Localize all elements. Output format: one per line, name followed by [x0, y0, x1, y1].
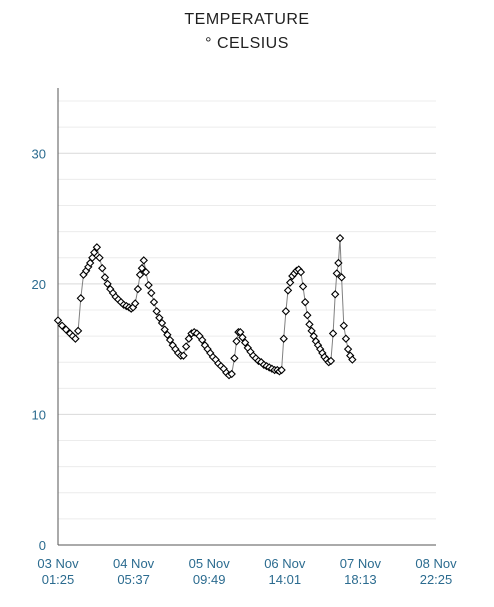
data-point: [328, 329, 338, 338]
data-point: [73, 326, 83, 336]
data-point: [71, 334, 80, 343]
data-point: [133, 284, 143, 294]
data-point: [163, 330, 172, 339]
data-point: [238, 333, 247, 342]
data-point: [332, 269, 341, 278]
data-point: [57, 321, 67, 330]
data-point: [334, 258, 343, 268]
data-point: [277, 365, 286, 375]
data-point: [279, 334, 288, 343]
data-point: [157, 318, 167, 328]
y-tick-label: 20: [32, 277, 46, 292]
data-point: [135, 270, 145, 279]
y-tick-label: 10: [32, 407, 46, 422]
data-point: [165, 335, 175, 345]
data-point: [335, 233, 345, 243]
data-point: [76, 294, 85, 303]
y-tick-label: 30: [32, 146, 46, 161]
chart-title-block: TEMPERATURE ° CELSIUS: [0, 8, 494, 56]
x-tick-label: 03 Nov 01:25: [37, 556, 79, 587]
chart-title: TEMPERATURE: [184, 11, 310, 28]
data-point: [144, 280, 153, 290]
data-point: [303, 311, 312, 320]
data-point: [149, 297, 159, 307]
x-tick-label: 06 Nov 14:01: [264, 556, 306, 587]
data-point: [326, 356, 336, 366]
data-point: [90, 248, 99, 257]
data-point: [343, 344, 353, 354]
x-tick-label: 04 Nov 05:37: [113, 556, 155, 587]
data-point: [98, 264, 107, 273]
data-point: [88, 253, 97, 262]
data-point: [155, 313, 164, 322]
chart-subtitle: ° CELSIUS: [205, 35, 289, 52]
data-point: [337, 273, 346, 282]
x-tick-label: 07 Nov 18:13: [340, 556, 382, 587]
data-point: [184, 334, 194, 343]
data-point: [131, 299, 140, 308]
data-point: [137, 264, 147, 273]
data-point: [230, 354, 239, 363]
data-point: [305, 320, 314, 329]
data-point: [139, 256, 148, 265]
data-point: [283, 286, 293, 295]
data-point: [152, 307, 161, 316]
data-point: [95, 253, 104, 262]
data-point: [331, 290, 340, 299]
data-point: [348, 355, 357, 364]
x-tick-label: 05 Nov 09:49: [189, 556, 231, 587]
data-point: [281, 307, 291, 316]
data-point: [179, 351, 188, 360]
data-point: [160, 325, 169, 334]
x-tick-label: 08 Nov 22:25: [415, 556, 457, 587]
data-point: [227, 369, 236, 379]
data-point: [198, 335, 207, 345]
data-point: [300, 297, 310, 307]
data-point: [232, 337, 241, 346]
data-point: [61, 325, 71, 334]
data-point: [100, 273, 110, 282]
data-point: [285, 278, 295, 287]
data-point: [298, 282, 308, 291]
data-point: [341, 334, 351, 343]
data-point: [92, 243, 102, 252]
data-point: [53, 316, 63, 325]
data-point: [147, 288, 156, 298]
data-point: [240, 338, 250, 347]
data-point: [141, 267, 151, 277]
y-tick-label: 0: [39, 538, 46, 553]
data-point: [339, 321, 348, 330]
data-point: [181, 342, 191, 351]
data-point: [103, 279, 112, 289]
data-point: [296, 267, 306, 277]
